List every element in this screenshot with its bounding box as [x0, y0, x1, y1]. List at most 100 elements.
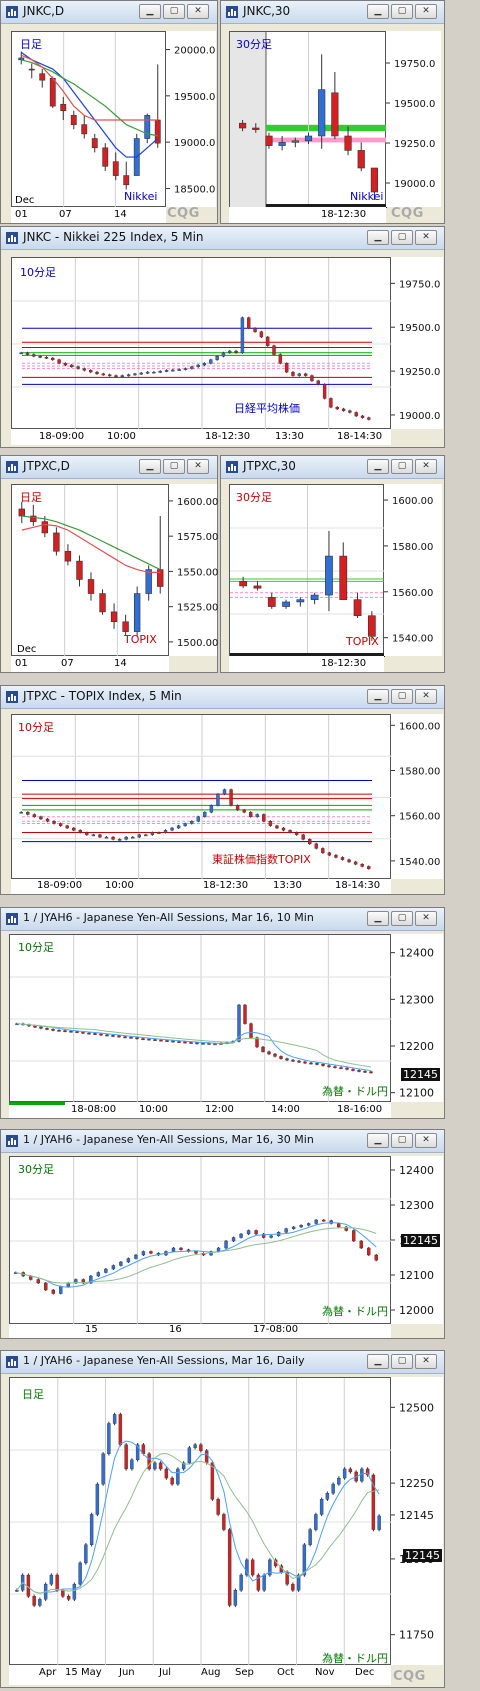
- minimize-button[interactable]: ▁: [139, 4, 161, 19]
- chart-plot-area[interactable]: 日足 Nikkei: [11, 31, 166, 208]
- y-axis[interactable]: 1600.00 1580.00 1560.00 1540.00: [391, 714, 443, 879]
- window-titlebar[interactable]: JNKC - Nikkei 225 Index, 5 Min ▁ ▢ ✕: [1, 227, 444, 250]
- x-axis[interactable]: Dec 01 07 14: [11, 644, 169, 672]
- candle-body: [347, 859, 351, 863]
- maximize-icon: ▢: [397, 1135, 407, 1145]
- y-axis[interactable]: 20000.0 19500.0 19000.0 18500.0: [166, 31, 216, 207]
- maximize-button[interactable]: ▢: [163, 459, 185, 474]
- x-tick-label: 18-12:30: [321, 209, 367, 220]
- window-titlebar[interactable]: JTPXC - TOPIX Index, 5 Min ▁ ▢ ✕: [1, 686, 444, 709]
- window-titlebar[interactable]: JTPXC,30 ▁ ▢ ✕: [221, 456, 444, 479]
- minimize-icon: ▁: [146, 461, 154, 471]
- y-axis[interactable]: 19750.0 19500.0 19250.0 19000.0: [386, 31, 441, 207]
- window-jtpxc-30min[interactable]: JTPXC,30 ▁ ▢ ✕ 30分足 TOPIX 1600.00 1580.00…: [220, 455, 445, 673]
- minimize-button[interactable]: ▁: [367, 911, 389, 926]
- x-axis[interactable]: 18-12:30: [229, 207, 386, 223]
- candle-body: [249, 811, 253, 817]
- candle-body: [171, 369, 175, 372]
- period-label: 10分足: [20, 266, 56, 279]
- maximize-button[interactable]: ▢: [391, 689, 413, 704]
- history-shade: [230, 32, 266, 208]
- candle-body: [351, 1069, 355, 1071]
- maximize-button[interactable]: ▢: [391, 459, 413, 474]
- period-label: 30分足: [236, 491, 272, 504]
- candle-body: [176, 825, 181, 829]
- y-axis[interactable]: 1250012250121451200011750 12145: [391, 1377, 443, 1665]
- close-button[interactable]: ✕: [415, 4, 437, 19]
- minimize-button[interactable]: ▁: [367, 1133, 389, 1148]
- minimize-button[interactable]: ▁: [367, 4, 389, 19]
- window-jnkc-30min[interactable]: JNKC,30 ▁ ▢ ✕ 30分足 Nikkei 19750.0 19500.0…: [220, 0, 445, 224]
- window-titlebar[interactable]: 1 / JYAH6 - Japanese Yen-All Sessions, M…: [1, 1130, 444, 1153]
- candle-body: [255, 1037, 259, 1048]
- close-button[interactable]: ✕: [187, 459, 209, 474]
- x-axis[interactable]: Dec 01 07 14: [11, 195, 166, 223]
- x-axis[interactable]: 18-08:00 10:00 12:00 14:00 18-16:00: [9, 1102, 391, 1118]
- window-titlebar[interactable]: JNKC,D ▁ ▢ ✕: [1, 1, 217, 24]
- maximize-button[interactable]: ▢: [391, 4, 413, 19]
- minimize-button[interactable]: ▁: [367, 230, 389, 245]
- close-button[interactable]: ✕: [187, 4, 209, 19]
- window-nikkei-5min[interactable]: JNKC - Nikkei 225 Index, 5 Min ▁ ▢ ✕ 10分…: [0, 226, 445, 448]
- level-band: [266, 124, 391, 132]
- maximize-button[interactable]: ▢: [391, 911, 413, 926]
- candle-body: [304, 135, 313, 142]
- candle-body: [302, 1544, 307, 1576]
- chart-plot-area[interactable]: 10分足 為替・ドル円: [9, 934, 392, 1103]
- window-jyah6-30min[interactable]: 1 / JYAH6 - Japanese Yen-All Sessions, M…: [0, 1129, 445, 1339]
- x-axis[interactable]: 18-12:30: [229, 656, 384, 672]
- minimize-button[interactable]: ▁: [139, 459, 161, 474]
- minimize-button[interactable]: ▁: [367, 689, 389, 704]
- maximize-button[interactable]: ▢: [391, 1354, 413, 1369]
- maximize-button[interactable]: ▢: [163, 4, 185, 19]
- y-axis[interactable]: 1240012300122001210012000 12145: [391, 1156, 443, 1324]
- close-button[interactable]: ✕: [415, 911, 437, 926]
- chart-plot-area[interactable]: 日足 TOPIX: [11, 484, 169, 657]
- window-titlebar[interactable]: 1 / JYAH6 - Japanese Yen-All Sessions, M…: [1, 908, 444, 931]
- minimize-button[interactable]: ▁: [367, 1354, 389, 1369]
- candlestick-chart: [12, 258, 392, 430]
- candle-body: [284, 363, 289, 373]
- close-button[interactable]: ✕: [415, 230, 437, 245]
- chart-plot-area[interactable]: 30分足 TOPIX: [229, 484, 385, 657]
- maximize-button[interactable]: ▢: [391, 230, 413, 245]
- close-button[interactable]: ✕: [415, 459, 437, 474]
- chart-plot-area[interactable]: 10分足 日経平均株価: [11, 257, 392, 430]
- y-axis[interactable]: 1600.00 1580.00 1560.00 1540.00: [384, 484, 442, 656]
- window-titlebar[interactable]: 1 / JYAH6 - Japanese Yen-All Sessions, M…: [1, 1351, 444, 1374]
- x-axis[interactable]: 18-09:00 10:00 18-12:30 13:30 18-14:30: [11, 879, 391, 894]
- close-button[interactable]: ✕: [415, 689, 437, 704]
- y-axis[interactable]: 19750.0 19500.0 19250.0 19000.0: [391, 257, 443, 429]
- chart-plot-area[interactable]: 30分足 Nikkei: [229, 31, 391, 208]
- window-titlebar[interactable]: JTPXC,D ▁ ▢ ✕: [1, 456, 217, 479]
- candle-body: [245, 1559, 249, 1576]
- candle-body: [193, 1444, 197, 1448]
- x-axis[interactable]: 18-09:00 10:00 18-12:30 13:30 18-14:30: [11, 429, 391, 445]
- candle-body: [216, 1499, 220, 1515]
- candle-body: [111, 1035, 115, 1037]
- window-jtpxc-daily[interactable]: JTPXC,D ▁ ▢ ✕ 日足 TOPIX 1600.00 1575.00 155…: [0, 455, 218, 673]
- chart-plot-area[interactable]: 10分足 東証株価指数TOPIX: [11, 714, 392, 880]
- candle-body: [353, 861, 358, 865]
- x-axis[interactable]: Apr 15 May Jun Jul Aug Sep Oct Nov Dec: [9, 1665, 391, 1685]
- close-button[interactable]: ✕: [415, 1354, 437, 1369]
- y-tick-label: 19500.0: [394, 99, 435, 110]
- series-name-label: TOPIX: [124, 633, 157, 646]
- minimize-button[interactable]: ▁: [367, 459, 389, 474]
- window-topix-5min[interactable]: JTPXC - TOPIX Index, 5 Min ▁ ▢ ✕ 10分足 東証…: [0, 685, 445, 895]
- y-axis[interactable]: 1600.00 1575.00 1550.00 1525.00 1500.00: [169, 484, 218, 656]
- chart-plot-area[interactable]: 30分足 為替・ドル円: [9, 1156, 392, 1325]
- candle-body: [65, 825, 69, 829]
- y-axis[interactable]: 12400 12300 12200 12100 12145: [391, 934, 443, 1102]
- candle-body: [360, 863, 364, 867]
- close-button[interactable]: ✕: [415, 1133, 437, 1148]
- window-jnkc-daily[interactable]: JNKC,D ▁ ▢ ✕ 日足 Nikkei 20000.0 19500.0 190…: [0, 0, 218, 224]
- chart-app-icon: [6, 1135, 18, 1147]
- window-jyah6-daily[interactable]: 1 / JYAH6 - Japanese Yen-All Sessions, M…: [0, 1350, 445, 1688]
- window-jyah6-10min[interactable]: 1 / JYAH6 - Japanese Yen-All Sessions, M…: [0, 907, 445, 1119]
- window-titlebar[interactable]: JNKC,30 ▁ ▢ ✕: [221, 1, 444, 24]
- candle-body: [297, 1060, 301, 1063]
- chart-plot-area[interactable]: 日足 為替・ドル円: [9, 1377, 392, 1666]
- x-axis[interactable]: 15 16 17-08:00: [9, 1324, 391, 1338]
- maximize-button[interactable]: ▢: [391, 1133, 413, 1148]
